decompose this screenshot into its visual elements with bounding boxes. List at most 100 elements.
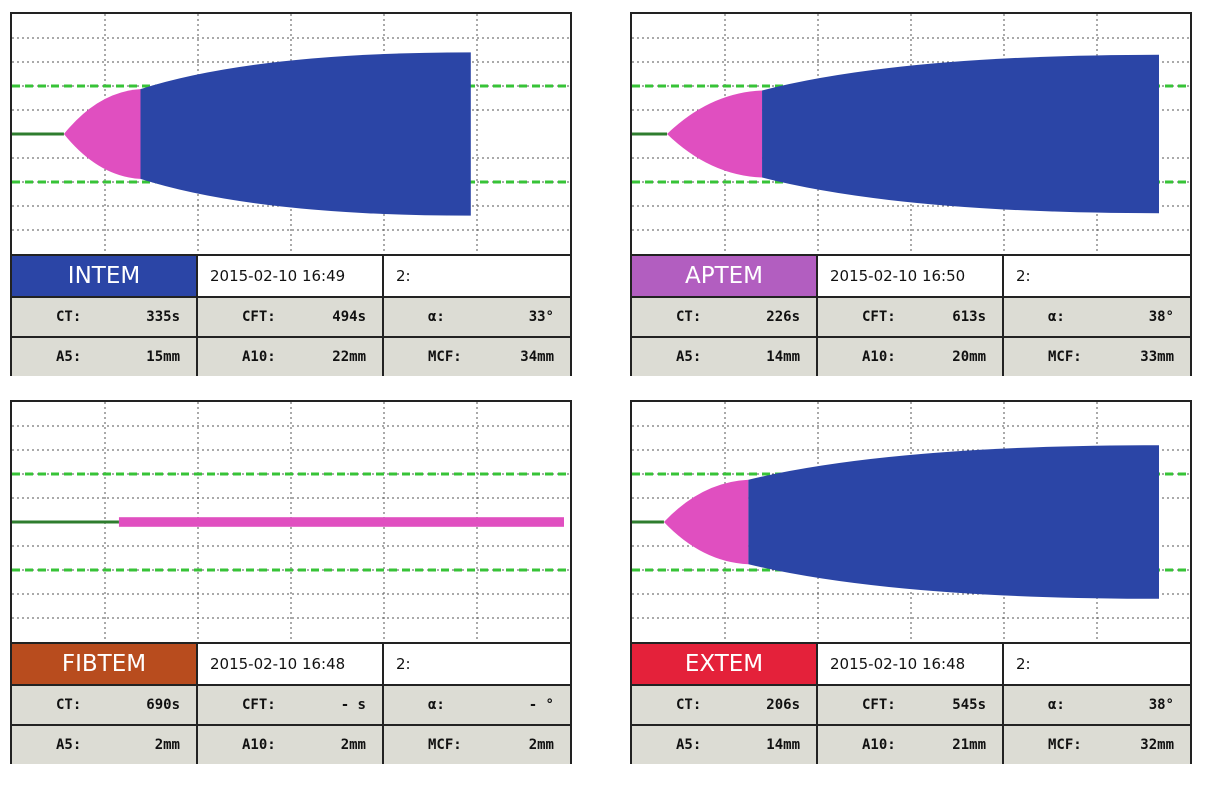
param-ct: CT: 206s: [632, 686, 818, 724]
param-label: CFT:: [242, 309, 276, 325]
channel: 2:: [384, 256, 570, 296]
table-row: FIBTEM 2015-02-10 16:48 2:: [12, 644, 570, 684]
param-label: α:: [428, 309, 445, 325]
param-mcf: MCF: 34mm: [384, 338, 570, 376]
fibtem-panel: FIBTEM 2015-02-10 16:48 2: CT: 690s CFT: -…: [10, 400, 572, 764]
param-value: 690s: [146, 697, 180, 713]
param-value: 545s: [952, 697, 986, 713]
param-alpha: α: 38°: [1004, 298, 1190, 336]
param-a10: A10: 21mm: [818, 726, 1004, 764]
param-value: 33°: [528, 309, 554, 325]
cft-segment: [663, 479, 749, 565]
param-value: 2mm: [340, 737, 366, 753]
fibtem-chart-svg: [12, 402, 570, 642]
param-cft: CFT: 494s: [198, 298, 384, 336]
param-label: A5:: [676, 349, 702, 365]
param-label: A10:: [862, 349, 896, 365]
fibtem-plot: [12, 402, 570, 642]
param-label: MCF:: [1048, 737, 1082, 753]
test-name: INTEM: [12, 256, 198, 296]
param-value: 2mm: [528, 737, 554, 753]
param-a5: A5: 14mm: [632, 726, 818, 764]
param-value: 14mm: [766, 737, 800, 753]
param-value: 20mm: [952, 349, 986, 365]
intem-chart-svg: [12, 14, 570, 254]
timestamp: 2015-02-10 16:49: [198, 256, 384, 296]
extem-plot: [632, 402, 1190, 642]
table-row: INTEM 2015-02-10 16:49 2:: [12, 256, 570, 296]
param-label: A10:: [242, 349, 276, 365]
param-value: 32mm: [1140, 737, 1174, 753]
param-mcf: MCF: 33mm: [1004, 338, 1190, 376]
aptem-plot: [632, 14, 1190, 254]
param-label: CT:: [676, 697, 702, 713]
test-name: APTEM: [632, 256, 818, 296]
param-label: A5:: [676, 737, 702, 753]
param-ct: CT: 335s: [12, 298, 198, 336]
table-row: CT: 335s CFT: 494s α: 33°: [12, 296, 570, 336]
param-cft: CFT: 613s: [818, 298, 1004, 336]
param-label: CT:: [676, 309, 702, 325]
param-label: α:: [1048, 309, 1065, 325]
param-mcf: MCF: 32mm: [1004, 726, 1190, 764]
param-cft: CFT: - s: [198, 686, 384, 724]
param-value: 15mm: [146, 349, 180, 365]
param-label: α:: [428, 697, 445, 713]
cft-segment: [63, 89, 141, 179]
table-row: A5: 2mm A10: 2mm MCF: 2mm: [12, 724, 570, 764]
cft-segment: [667, 90, 763, 178]
param-value: 34mm: [520, 349, 554, 365]
param-value: 21mm: [952, 737, 986, 753]
param-value: - °: [528, 697, 554, 713]
clot-body: [140, 52, 471, 216]
table-row: CT: 206s CFT: 545s α: 38°: [632, 684, 1190, 724]
test-name: FIBTEM: [12, 644, 198, 684]
param-a10: A10: 2mm: [198, 726, 384, 764]
param-label: A5:: [56, 349, 82, 365]
timestamp: 2015-02-10 16:48: [198, 644, 384, 684]
extem-panel: EXTEM 2015-02-10 16:48 2: CT: 206s CFT: 54…: [630, 400, 1192, 764]
timestamp: 2015-02-10 16:50: [818, 256, 1004, 296]
param-value: 14mm: [766, 349, 800, 365]
table-row: A5: 15mm A10: 22mm MCF: 34mm: [12, 336, 570, 376]
param-value: 2mm: [154, 737, 180, 753]
param-label: α:: [1048, 697, 1065, 713]
table-row: CT: 226s CFT: 613s α: 38°: [632, 296, 1190, 336]
param-alpha: α: 38°: [1004, 686, 1190, 724]
param-ct: CT: 690s: [12, 686, 198, 724]
param-value: 226s: [766, 309, 800, 325]
param-a5: A5: 2mm: [12, 726, 198, 764]
param-value: 33mm: [1140, 349, 1174, 365]
table-row: EXTEM 2015-02-10 16:48 2:: [632, 644, 1190, 684]
intem-plot: [12, 14, 570, 254]
fibtem-results-table: FIBTEM 2015-02-10 16:48 2: CT: 690s CFT: -…: [12, 642, 570, 764]
param-alpha: α: 33°: [384, 298, 570, 336]
channel: 2:: [1004, 644, 1190, 684]
param-value: 38°: [1148, 697, 1174, 713]
param-a5: A5: 14mm: [632, 338, 818, 376]
param-value: 494s: [332, 309, 366, 325]
test-name: EXTEM: [632, 644, 818, 684]
param-label: CT:: [56, 697, 82, 713]
clot-trace: [118, 517, 564, 527]
table-row: A5: 14mm A10: 20mm MCF: 33mm: [632, 336, 1190, 376]
param-label: MCF:: [1048, 349, 1082, 365]
param-label: CFT:: [862, 309, 896, 325]
param-alpha: α: - °: [384, 686, 570, 724]
param-a5: A5: 15mm: [12, 338, 198, 376]
param-a10: A10: 20mm: [818, 338, 1004, 376]
param-label: A10:: [242, 737, 276, 753]
channel: 2:: [384, 644, 570, 684]
param-label: CFT:: [862, 697, 896, 713]
table-row: APTEM 2015-02-10 16:50 2:: [632, 256, 1190, 296]
channel: 2:: [1004, 256, 1190, 296]
aptem-panel: APTEM 2015-02-10 16:50 2: CT: 226s CFT: 61…: [630, 12, 1192, 376]
clot-body: [748, 445, 1159, 599]
param-value: 22mm: [332, 349, 366, 365]
param-value: 613s: [952, 309, 986, 325]
table-row: A5: 14mm A10: 21mm MCF: 32mm: [632, 724, 1190, 764]
param-value: 38°: [1148, 309, 1174, 325]
param-label: A5:: [56, 737, 82, 753]
param-value: 335s: [146, 309, 180, 325]
param-label: MCF:: [428, 349, 462, 365]
